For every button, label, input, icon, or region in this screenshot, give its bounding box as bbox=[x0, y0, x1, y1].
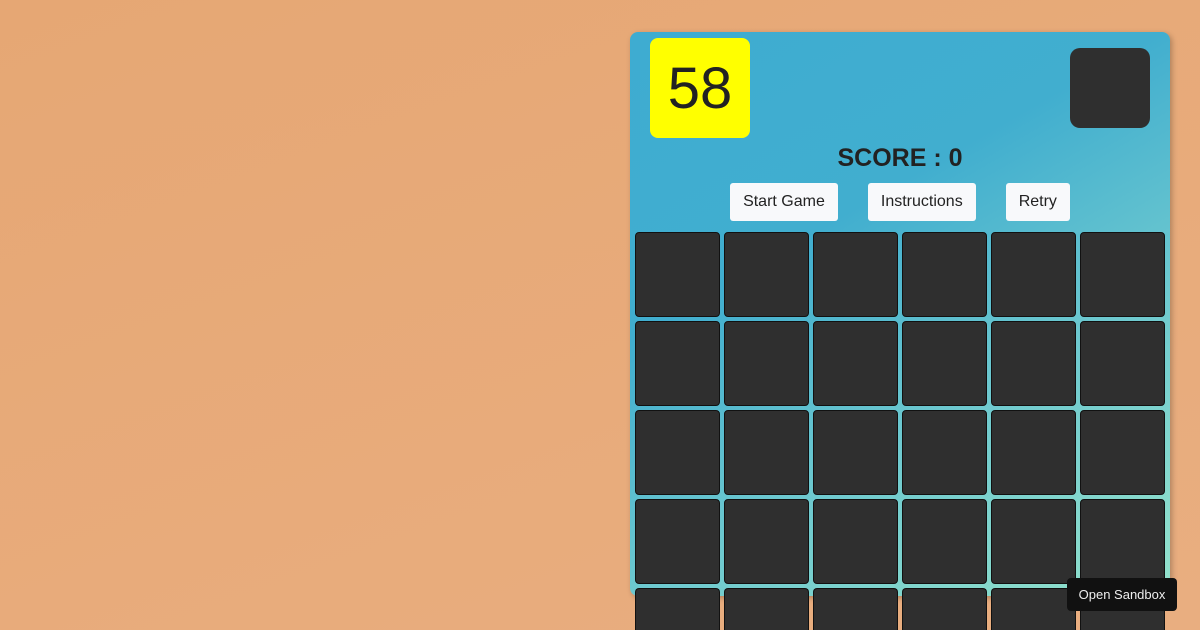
grid-tile[interactable] bbox=[991, 321, 1076, 406]
grid-tile[interactable] bbox=[813, 499, 898, 584]
grid-tile[interactable] bbox=[813, 588, 898, 630]
grid-tile[interactable] bbox=[724, 588, 809, 630]
grid-tile[interactable] bbox=[813, 410, 898, 495]
grid-tile[interactable] bbox=[991, 232, 1076, 317]
retry-button[interactable]: Retry bbox=[1005, 183, 1070, 221]
grid-tile[interactable] bbox=[635, 499, 720, 584]
game-board: 58 SCORE : 0 Start Game Instructions Ret… bbox=[630, 32, 1170, 630]
grid-tile[interactable] bbox=[1080, 499, 1165, 584]
grid-tile[interactable] bbox=[724, 232, 809, 317]
grid-tile[interactable] bbox=[635, 588, 720, 630]
grid-tile[interactable] bbox=[902, 499, 987, 584]
timer-display: 58 bbox=[650, 38, 750, 138]
grid-tile[interactable] bbox=[1080, 410, 1165, 495]
grid-tile[interactable] bbox=[991, 588, 1076, 630]
grid-tile[interactable] bbox=[902, 410, 987, 495]
grid-tile[interactable] bbox=[902, 588, 987, 630]
tile-grid bbox=[635, 232, 1165, 630]
grid-tile[interactable] bbox=[635, 410, 720, 495]
grid-tile[interactable] bbox=[991, 499, 1076, 584]
grid-tile[interactable] bbox=[902, 232, 987, 317]
grid-tile[interactable] bbox=[1080, 321, 1165, 406]
grid-tile[interactable] bbox=[635, 321, 720, 406]
instructions-button[interactable]: Instructions bbox=[867, 183, 976, 221]
grid-tile[interactable] bbox=[724, 321, 809, 406]
grid-tile[interactable] bbox=[1080, 232, 1165, 317]
grid-tile[interactable] bbox=[813, 232, 898, 317]
grid-tile[interactable] bbox=[724, 410, 809, 495]
grid-tile[interactable] bbox=[902, 321, 987, 406]
grid-tile[interactable] bbox=[813, 321, 898, 406]
preview-tile bbox=[1070, 48, 1150, 128]
grid-tile[interactable] bbox=[991, 410, 1076, 495]
score-label: SCORE : 0 bbox=[837, 144, 963, 172]
open-sandbox-button[interactable]: Open Sandbox bbox=[1067, 578, 1177, 611]
start-game-button[interactable]: Start Game bbox=[730, 183, 838, 221]
grid-tile[interactable] bbox=[635, 232, 720, 317]
grid-tile[interactable] bbox=[724, 499, 809, 584]
